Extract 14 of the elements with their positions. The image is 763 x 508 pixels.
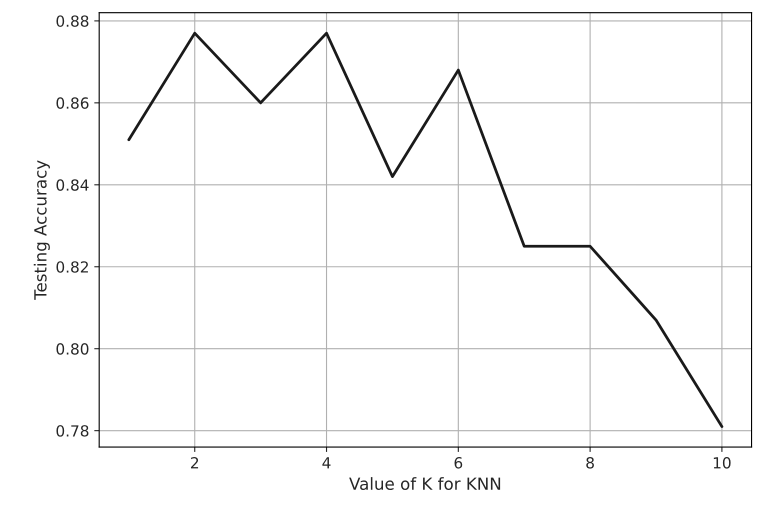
y-tick-label: 0.88 [56, 15, 88, 27]
x-tick-label: 8 [586, 457, 594, 469]
y-tick-label: 0.80 [56, 343, 88, 355]
y-tick-label: 0.84 [56, 179, 89, 191]
y-axis-title: Testing Accuracy [34, 160, 50, 300]
x-tick-label: 4 [322, 457, 331, 468]
x-tick-label: 2 [191, 457, 198, 468]
x-tick-label: 6 [454, 457, 462, 469]
line-series [127, 32, 724, 428]
x-axis-title: Value of K for KNN [349, 477, 500, 490]
y-tick-label: 0.86 [56, 97, 89, 109]
x-tick-label: 10 [714, 457, 731, 469]
y-tick-label: 0.78 [56, 425, 88, 437]
y-tick-label: 0.82 [56, 261, 88, 273]
